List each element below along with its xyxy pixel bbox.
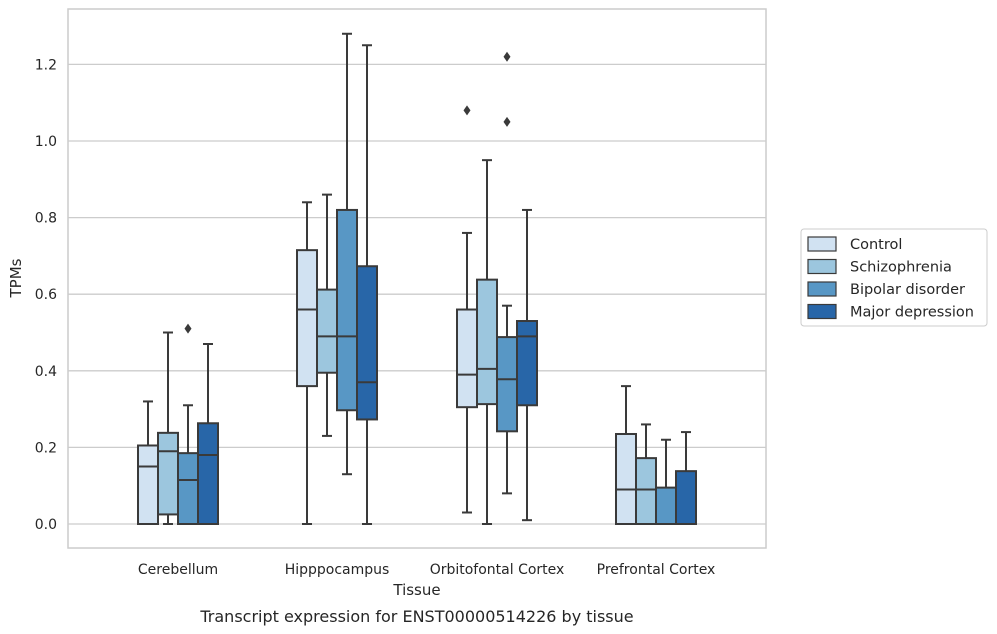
y-axis-label: TPMs xyxy=(7,258,25,298)
iqr-box xyxy=(336,208,358,412)
y-tick-label: 0.8 xyxy=(35,211,57,227)
outlier-marker xyxy=(503,116,511,127)
box-major-depression xyxy=(675,431,697,525)
iqr-box xyxy=(296,249,318,388)
legend-item: Schizophrenia xyxy=(807,258,952,276)
y-tick-label: 0.0 xyxy=(35,517,57,533)
iqr-box xyxy=(516,320,538,407)
iqr-box xyxy=(197,422,219,525)
iqr-box xyxy=(356,265,378,421)
box-control xyxy=(296,201,318,525)
outlier-marker xyxy=(463,105,471,116)
iqr-box xyxy=(615,432,637,525)
box-bipolar-disorder xyxy=(336,32,358,476)
legend-frame xyxy=(800,228,988,327)
iqr-box xyxy=(675,470,697,525)
iqr-box xyxy=(157,431,179,516)
box-major-depression xyxy=(197,342,219,525)
legend-item: Bipolar disorder xyxy=(807,281,965,298)
iqr-box xyxy=(316,288,338,374)
x-tick-label: Hipppocampus xyxy=(285,562,390,578)
legend-label: Schizophrenia xyxy=(850,260,952,276)
box-major-depression xyxy=(356,44,378,525)
y-tick-label: 1.2 xyxy=(35,57,57,73)
x-tick-label: Prefrontal Cortex xyxy=(597,562,716,578)
y-tick-label: 0.6 xyxy=(35,287,57,303)
iqr-box xyxy=(177,452,199,525)
legend-label: Bipolar disorder xyxy=(850,282,965,298)
box-schizophrenia xyxy=(157,331,179,525)
iqr-box xyxy=(456,308,478,409)
iqr-box xyxy=(635,457,657,525)
y-tick-label: 1.0 xyxy=(35,134,57,150)
box-control xyxy=(615,385,637,525)
x-axis-label: Tissue xyxy=(392,581,440,599)
box-schizophrenia xyxy=(635,423,657,525)
outlier-marker xyxy=(184,323,192,334)
box-schizophrenia xyxy=(476,159,498,525)
y-tick-label: 0.4 xyxy=(35,364,57,380)
box-control xyxy=(456,105,478,514)
legend: Control Schizophrenia Bipolar disorder Majo… xyxy=(800,228,988,327)
box-control xyxy=(137,400,159,525)
y-tick-labels: 0.0 0.2 0.4 0.6 0.8 1.0 1.2 xyxy=(35,57,57,533)
legend-label: Major depression xyxy=(850,305,974,321)
iqr-box xyxy=(655,486,677,525)
x-tick-label: Cerebellum xyxy=(138,562,218,578)
boxes xyxy=(137,32,697,525)
legend-swatch xyxy=(807,258,837,275)
y-tick-label: 0.2 xyxy=(35,440,57,456)
legend-swatch xyxy=(807,236,837,252)
box-bipolar-disorder xyxy=(655,438,677,525)
iqr-box xyxy=(496,336,518,433)
box-major-depression xyxy=(516,208,538,522)
iqr-box xyxy=(476,278,498,406)
legend-item: Major depression xyxy=(807,303,974,321)
plot-area-frame xyxy=(67,8,767,549)
box-bipolar-disorder xyxy=(177,323,199,525)
grid-lines xyxy=(68,63,766,525)
box-bipolar-disorder xyxy=(496,51,518,495)
legend-item: Control xyxy=(807,236,902,253)
x-tick-label: Orbitofontal Cortex xyxy=(430,562,565,578)
legend-swatch xyxy=(807,303,837,320)
x-tick-labels: Cerebellum Hipppocampus Orbitofontal Corte… xyxy=(138,562,715,578)
legend-swatch xyxy=(807,281,837,297)
outlier-marker xyxy=(503,51,511,62)
figure-caption: Transcript expression for ENST0000051422… xyxy=(199,607,633,626)
iqr-box xyxy=(137,444,159,525)
box-schizophrenia xyxy=(316,193,338,437)
legend-label: Control xyxy=(850,237,902,253)
